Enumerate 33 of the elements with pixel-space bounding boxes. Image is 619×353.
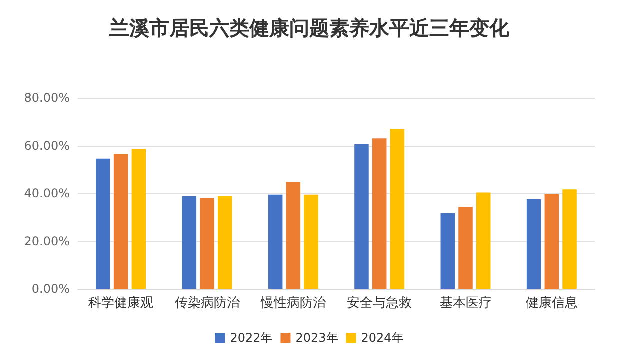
legend-label: 2024年 <box>361 331 404 345</box>
bar <box>96 158 110 289</box>
x-tick-label: 基本医疗 <box>440 296 492 311</box>
bar <box>440 213 456 289</box>
x-tick-label: 健康信息 <box>526 296 578 311</box>
bar <box>354 144 369 289</box>
y-tick-label: 60.00% <box>24 138 70 153</box>
y-tick-label: 80.00% <box>24 91 70 105</box>
bar <box>268 194 283 289</box>
bar <box>390 129 405 289</box>
x-tick-label: 传染病防治 <box>174 296 240 311</box>
bar <box>458 207 473 289</box>
bar <box>304 194 318 289</box>
x-tick-label: 慢性病防治 <box>260 296 326 311</box>
chart-title: 兰溪市居民六类健康问题素养水平近三年变化 <box>108 16 510 40</box>
bar <box>372 138 387 289</box>
bar <box>200 198 214 289</box>
bar <box>562 190 577 289</box>
bar <box>218 196 232 289</box>
bar <box>526 199 542 289</box>
y-tick-label: 0.00% <box>32 282 70 296</box>
bar <box>544 194 560 289</box>
y-tick-label: 20.00% <box>24 234 70 248</box>
legend-label: 2023年 <box>296 331 338 345</box>
bar <box>132 149 146 289</box>
x-tick-label: 安全与急救 <box>347 295 412 311</box>
bar <box>182 196 197 289</box>
legend-label: 2022年 <box>230 331 273 345</box>
y-tick-label: 40.00% <box>24 186 70 200</box>
bar <box>114 154 128 289</box>
bar <box>286 182 301 289</box>
bar <box>476 192 491 289</box>
x-tick-label: 科学健康观 <box>88 296 154 311</box>
